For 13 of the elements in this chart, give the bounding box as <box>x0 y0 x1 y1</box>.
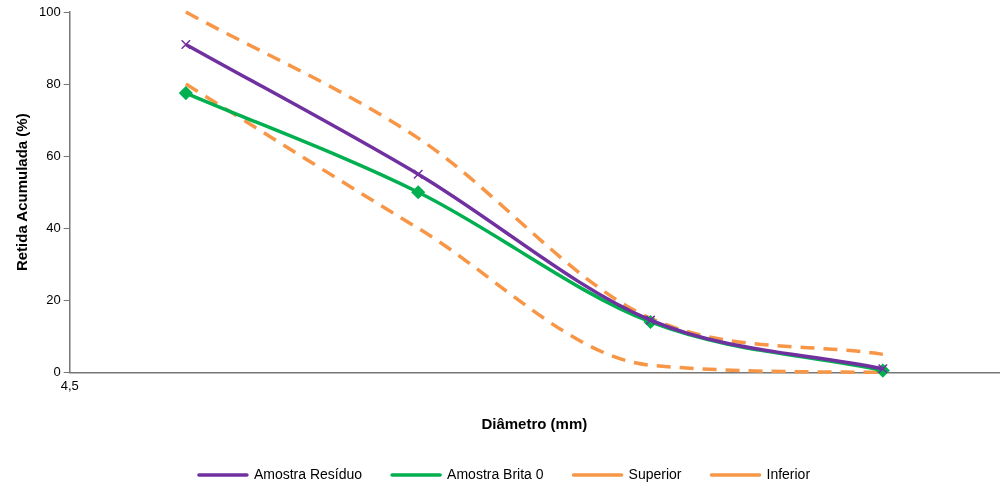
y-tick-label: 40 <box>46 219 61 235</box>
y-tick-label: 100 <box>38 3 61 19</box>
text: 4,5 <box>60 378 79 394</box>
y-tick-label: 60 <box>46 147 61 163</box>
y-tick-label: 80 <box>46 75 61 91</box>
legend-label: Amostra Brita 0 <box>447 465 544 482</box>
y-tick-label: 0 <box>53 363 61 379</box>
legend-label: Amostra Resíduo <box>253 465 363 482</box>
legend-label: Inferior <box>766 465 811 482</box>
legend-label: Superior <box>628 465 682 482</box>
y-axis-title: Retida Acumulada (%) <box>13 113 31 272</box>
x-axis-title: Diâmetro (mm) <box>481 415 588 433</box>
y-tick-label: 20 <box>46 291 61 307</box>
